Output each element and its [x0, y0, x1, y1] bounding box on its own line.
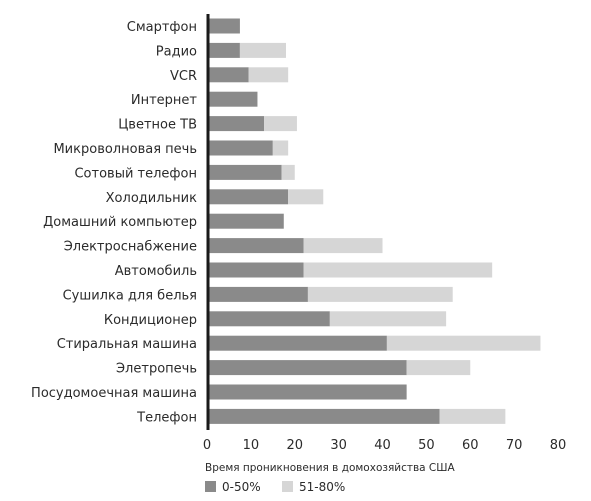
x-tick-label: 30 — [330, 438, 347, 453]
bar-segment-series-1 — [303, 238, 383, 254]
bar-segment-series-1 — [307, 286, 453, 302]
category-label: Элетропечь — [116, 362, 197, 377]
bar-segment-series-0 — [207, 42, 240, 58]
x-tick-label: 50 — [418, 438, 435, 453]
x-tick-label: 0 — [203, 438, 211, 453]
legend-swatch-0 — [205, 481, 216, 492]
category-label: Посудомоечная машина — [31, 386, 197, 401]
bar-segment-series-0 — [207, 164, 282, 180]
x-tick-label: 40 — [374, 438, 391, 453]
bar-segment-series-1 — [406, 360, 471, 376]
category-labels: Смартфон Радио VCR Интернет Цветное ТВ Микров… — [31, 20, 197, 425]
bar-segment-series-0 — [207, 116, 265, 132]
x-tick-label: 60 — [462, 438, 479, 453]
bar-segment-series-1 — [281, 164, 295, 180]
category-label: Стиральная машина — [57, 337, 197, 352]
category-label: Интернет — [131, 93, 198, 108]
bars — [207, 18, 541, 424]
category-label: Микроволновая печь — [53, 142, 197, 157]
bar-segment-series-0 — [207, 408, 440, 424]
bar-segment-series-1 — [386, 335, 541, 351]
x-tick-labels: 0 10 20 30 40 50 60 70 80 — [203, 438, 566, 453]
x-axis-title: Время проникновения в домохозяйства США — [205, 462, 455, 474]
bar-segment-series-0 — [207, 189, 289, 205]
legend-swatch-1 — [282, 481, 293, 492]
category-label: Электроснабжение — [64, 240, 197, 255]
legend-label-0: 0-50% — [222, 480, 261, 494]
bar-segment-series-0 — [207, 262, 304, 278]
category-label: Автомобиль — [115, 264, 197, 279]
x-tick-label: 70 — [506, 438, 523, 453]
bar-segment-series-0 — [207, 360, 407, 376]
bar-segment-series-0 — [207, 286, 308, 302]
bar-segment-series-0 — [207, 67, 249, 83]
x-tick-label: 10 — [243, 438, 260, 453]
x-tick-label: 20 — [286, 438, 303, 453]
bar-segment-series-1 — [239, 42, 286, 58]
legend-label-1: 51-80% — [299, 480, 345, 494]
category-label: Домашний компьютер — [43, 215, 197, 230]
bar-segment-series-0 — [207, 311, 330, 327]
x-tick-label: 80 — [550, 438, 567, 453]
bar-segment-series-1 — [272, 140, 289, 156]
bar-segment-series-1 — [303, 262, 493, 278]
category-label: Кондиционер — [104, 313, 197, 328]
bar-segment-series-0 — [207, 238, 304, 254]
bar-segment-series-0 — [207, 140, 273, 156]
category-label: Телефон — [136, 410, 197, 425]
bar-segment-series-0 — [207, 18, 240, 34]
category-label: VCR — [170, 69, 197, 84]
bar-segment-series-1 — [288, 189, 324, 205]
category-label: Сушилка для белья — [63, 288, 197, 303]
bar-segment-series-0 — [207, 384, 407, 400]
category-label: Холодильник — [106, 191, 197, 206]
category-label: Радио — [156, 44, 197, 59]
category-label: Сотовый телефон — [74, 166, 197, 181]
bar-segment-series-0 — [207, 91, 258, 107]
category-label: Смартфон — [127, 20, 197, 35]
bar-segment-series-0 — [207, 335, 387, 351]
bar-segment-series-0 — [207, 213, 284, 229]
category-label: Цветное ТВ — [118, 118, 197, 133]
legend: 0-50% 51-80% — [205, 480, 345, 494]
bar-segment-series-1 — [329, 311, 447, 327]
bar-segment-series-1 — [264, 116, 297, 132]
bar-segment-series-1 — [248, 67, 289, 83]
bar-segment-series-1 — [439, 408, 506, 424]
